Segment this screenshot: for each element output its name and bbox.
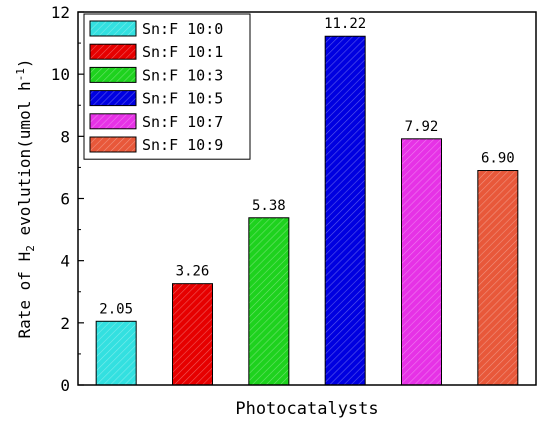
y-tick-label: 6 [60, 190, 70, 209]
legend-label-6: Sn:F 10:9 [142, 136, 223, 154]
value-label-5: 7.92 [405, 119, 439, 135]
legend-label-1: Sn:F 10:0 [142, 20, 223, 38]
legend-swatch-2 [89, 43, 137, 60]
legend-swatch-6 [89, 136, 137, 153]
y-label-mid: evolution(umol h [15, 81, 34, 245]
y-tick-label: 12 [51, 3, 70, 22]
bar-1 [95, 320, 137, 386]
bar-2 [172, 283, 213, 386]
y-tick-label: 2 [60, 314, 70, 333]
legend-label-2: Sn:F 10:1 [142, 43, 223, 61]
legend-swatch-3 [89, 66, 137, 83]
y-tick-label: 0 [60, 376, 70, 395]
y-axis-label: Rate of H2 evolution(umol h-1) [14, 59, 37, 339]
bars-group [95, 35, 519, 386]
legend-swatch-5 [89, 113, 137, 130]
x-axis-label: Photocatalysts [235, 399, 378, 419]
bar-3 [248, 217, 290, 386]
y-axis: 0 2 4 6 8 10 12 [51, 3, 84, 395]
legend-box [83, 13, 251, 160]
y-tick-label: 10 [51, 65, 70, 84]
bar-4 [324, 35, 366, 386]
legend-label-4: Sn:F 10:5 [142, 90, 223, 108]
legend-label-5: Sn:F 10:7 [142, 113, 223, 131]
value-label-3: 5.38 [252, 198, 286, 214]
value-label-4: 11.22 [324, 16, 366, 32]
value-label-2: 3.26 [176, 264, 210, 280]
legend: Sn:F 10:0 Sn:F 10:1 Sn:F 10:3 Sn:F 10:5 Sn:F… [83, 13, 251, 160]
bar-5 [401, 138, 442, 386]
y-label-suffix: ) [15, 59, 34, 69]
y-label-sup: -1 [14, 68, 27, 81]
y-label-prefix: Rate of H [15, 252, 34, 339]
y-tick-label: 8 [60, 127, 70, 146]
value-label-1: 2.05 [99, 301, 133, 317]
y-label-sub: 2 [24, 245, 37, 252]
bar-6 [477, 170, 519, 386]
legend-swatch-4 [89, 90, 137, 107]
y-tick-label: 4 [60, 252, 70, 271]
legend-swatch-1 [89, 20, 137, 37]
value-labels-group: 2.05 3.26 5.38 11.22 7.92 6.90 [99, 16, 514, 317]
value-label-6: 6.90 [481, 151, 515, 167]
legend-label-3: Sn:F 10:3 [142, 66, 223, 84]
